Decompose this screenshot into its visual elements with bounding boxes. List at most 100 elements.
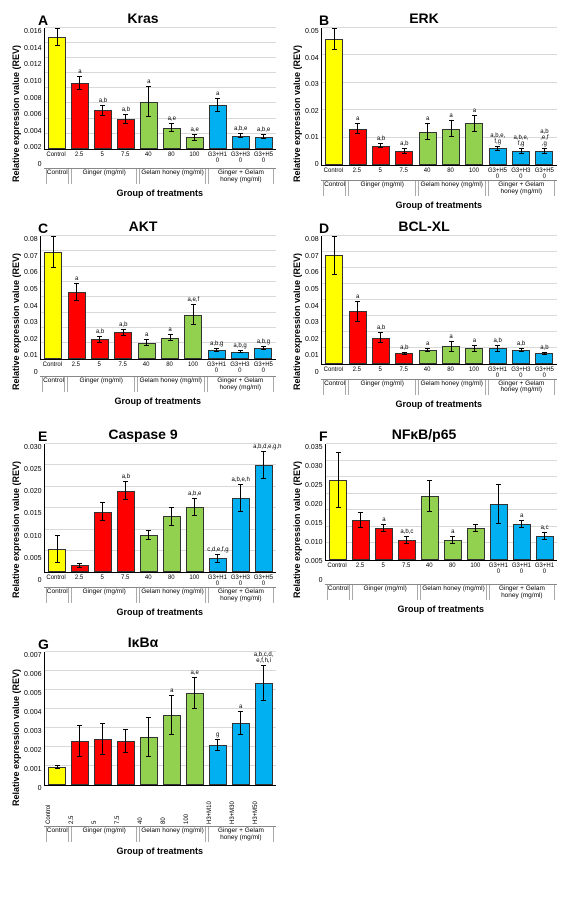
significance-label: a,b,d,e,g,h: [253, 444, 274, 450]
error-bar: [452, 536, 453, 544]
y-axis-label: Relative expression value (REV): [291, 236, 303, 406]
significance-label: a,b,c,d, e,f,h,i: [254, 652, 274, 664]
bar: [69, 725, 90, 785]
error-bar: [79, 563, 80, 568]
bar-rect: [44, 252, 62, 359]
error-bar: [380, 143, 381, 149]
y-axis-label: Relative expression value (REV): [10, 236, 22, 406]
y-axis-ticks: 0.0350.0300.0250.0200.0150.0100.0050: [303, 444, 325, 584]
bar: a,e: [184, 127, 205, 149]
error-bar: [79, 725, 80, 757]
bar: a: [417, 116, 438, 165]
bar: a,b,d,e,g,h: [253, 444, 274, 572]
error-bar: [76, 283, 77, 301]
bar-rect: [419, 350, 437, 364]
bar: a,b: [370, 136, 391, 165]
y-axis-label: Relative expression value (REV): [10, 652, 22, 822]
bar: a,b: [394, 141, 415, 165]
chart-title: AKT: [10, 218, 276, 234]
bar: a,e: [184, 670, 205, 785]
bar: a,b,e,h: [230, 477, 251, 573]
bar: a,b: [510, 341, 531, 364]
bar-rect: [325, 39, 343, 165]
bar: a,b: [487, 338, 508, 364]
bar: a: [66, 276, 87, 358]
x-axis-ticks: Control2.557.54080100G3+H10G3+H30G3+H50: [40, 360, 276, 377]
significance-label: a,e: [191, 127, 199, 133]
y-axis-label: Relative expression value (REV): [10, 444, 22, 614]
error-bar: [338, 452, 339, 508]
panel-letter: G: [38, 636, 49, 652]
chart-panel-D: DBCL-XLRelative expression value (REV)0.…: [291, 218, 557, 406]
significance-label: a,b: [377, 136, 385, 142]
significance-label: a,e: [168, 116, 176, 122]
error-bar: [263, 665, 264, 701]
bar: [324, 28, 345, 165]
x-axis-groups: ControlGinger (mg/ml)Gelam honey (mg/ml)…: [325, 584, 557, 600]
error-bar: [521, 148, 522, 154]
bar: a: [136, 332, 157, 358]
chart-panel-B: BERKRelative expression value (REV)0.050…: [291, 10, 557, 198]
y-axis-ticks: 0.0300.0250.0200.0150.0100.0050: [22, 444, 44, 584]
y-axis-ticks: 0.0160.0140.0120.0100.0080.0060.0040.002…: [22, 28, 44, 168]
bar: a,b: [92, 98, 113, 149]
significance-label: a,e,f: [188, 297, 200, 303]
significance-label: a,b,g: [233, 343, 246, 349]
bar: a: [347, 294, 368, 364]
bar: [43, 236, 64, 359]
bar: a,b: [394, 345, 415, 364]
chart-panel-E: ECaspase 9Relative expression value (REV…: [10, 426, 276, 614]
error-bar: [360, 512, 361, 528]
bar: a,b,e, f,g: [487, 133, 508, 166]
significance-label: a,e: [191, 670, 199, 676]
bar-rect: [372, 146, 390, 166]
error-bar: [544, 148, 545, 154]
bar-rect: [512, 350, 530, 364]
bar: a,b,g: [206, 341, 227, 359]
bar: a,e: [161, 116, 182, 148]
plot-area: a,ba,b,ec,d,e,f,ga,b,e,ha,b,d,e,g,h: [44, 444, 276, 573]
significance-label: g: [216, 732, 219, 738]
bar: a: [440, 113, 461, 165]
significance-label: a,b ,e,f ,g: [540, 129, 548, 147]
plot-area: aa,ba,baaa,e,fa,b,ga,b,ga,b,g: [40, 236, 276, 360]
error-bar: [148, 86, 149, 118]
significance-label: a: [78, 69, 81, 75]
panel-letter: B: [319, 12, 329, 28]
significance-label: a: [75, 276, 78, 282]
y-axis-ticks: 0.080.070.060.050.040.030.020.010: [22, 236, 40, 376]
significance-label: a,b,g: [210, 341, 223, 347]
significance-label: a: [449, 113, 452, 119]
significance-label: a,b,e: [234, 126, 247, 132]
significance-label: a,b: [540, 345, 548, 351]
error-bar: [357, 123, 358, 134]
x-axis-label: Group of treatments: [40, 396, 276, 406]
bar: a,b,c: [396, 529, 417, 560]
y-axis-label: Relative expression value (REV): [291, 444, 303, 614]
error-bar: [171, 695, 172, 735]
bar-rect: [375, 528, 393, 560]
chart-title: ERK: [291, 10, 557, 26]
error-bar: [57, 28, 58, 46]
bar: a,b ,e,f ,g: [534, 129, 555, 165]
error-bar: [451, 120, 452, 137]
significance-label: a,b: [122, 474, 130, 480]
x-axis-groups: ControlGinger (mg/ml)Gelam honey (mg/ml)…: [321, 180, 557, 196]
error-bar: [451, 341, 452, 352]
bar: a,b: [370, 325, 391, 364]
bar-rect: [48, 37, 66, 149]
chart-title: BCL-XL: [291, 218, 557, 234]
error-bar: [171, 507, 172, 526]
significance-label: a,b: [99, 98, 107, 104]
error-bar: [194, 498, 195, 517]
bar-rect: [186, 507, 204, 572]
error-bar: [263, 451, 264, 479]
error-bar: [498, 484, 499, 524]
plot-area: aa,b,caaa,c: [325, 444, 557, 561]
bar: [115, 729, 136, 785]
significance-label: a: [426, 116, 429, 122]
significance-label: a,b,e, f,g: [490, 133, 505, 145]
bar-rect: [467, 528, 485, 560]
x-axis-ticks: Control2.557.54080100G3+H10G3+H10G3+H10: [325, 561, 557, 584]
y-axis-ticks: 0.050.040.030.020.010: [303, 28, 321, 168]
